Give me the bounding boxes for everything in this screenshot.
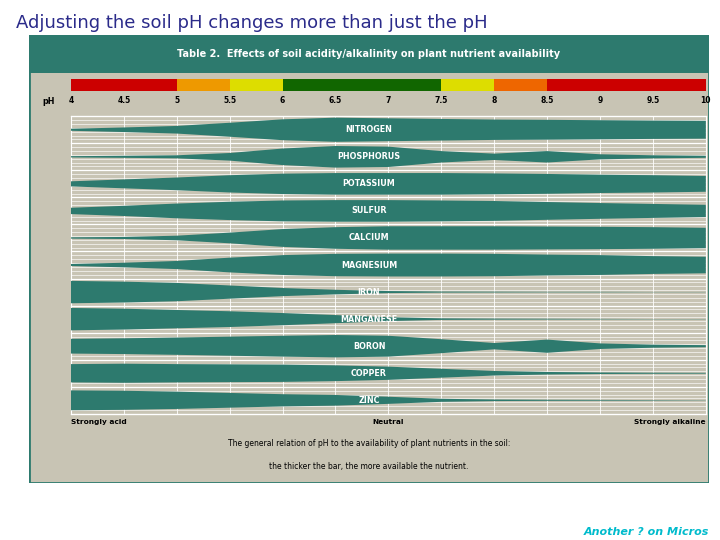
Text: ZINC: ZINC (359, 396, 379, 405)
Text: NITROGEN: NITROGEN (346, 125, 392, 134)
Polygon shape (71, 281, 706, 303)
Text: 5: 5 (174, 96, 179, 105)
Bar (71, 279, 706, 306)
Bar (71, 360, 706, 387)
Text: 8: 8 (492, 96, 497, 105)
Text: Neutral: Neutral (373, 419, 404, 425)
Text: MAGNESIUM: MAGNESIUM (341, 260, 397, 269)
Text: 10: 10 (701, 96, 711, 105)
Text: 4: 4 (68, 96, 73, 105)
Text: Strongly acid: Strongly acid (71, 419, 127, 425)
Text: PHOSPHORUS: PHOSPHORUS (338, 152, 400, 161)
Bar (71, 79, 124, 91)
Text: Strongly alkaline: Strongly alkaline (634, 419, 706, 425)
Bar (29, 35, 709, 73)
Text: 6: 6 (280, 96, 285, 105)
Bar (124, 79, 177, 91)
Polygon shape (71, 335, 706, 357)
Text: CALCIUM: CALCIUM (348, 233, 390, 242)
Text: 4.5: 4.5 (117, 96, 130, 105)
Bar (71, 252, 706, 279)
Bar (441, 79, 494, 91)
Polygon shape (71, 146, 706, 167)
Text: the thicker the bar, the more available the nutrient.: the thicker the bar, the more available … (269, 462, 469, 471)
Polygon shape (71, 254, 706, 276)
Text: Table 2.  Effects of soil acidity/alkalinity on plant nutrient availability: Table 2. Effects of soil acidity/alkalin… (177, 49, 561, 59)
Bar (71, 306, 706, 333)
Text: 7.5: 7.5 (435, 96, 448, 105)
Bar (71, 143, 706, 170)
Bar (230, 79, 282, 91)
Polygon shape (71, 118, 706, 142)
Polygon shape (71, 364, 706, 383)
Bar (282, 79, 441, 91)
Text: 9: 9 (598, 96, 603, 105)
Text: The general relation of pH to the availability of plant nutrients in the soil:: The general relation of pH to the availa… (228, 440, 510, 448)
Text: Another ? on Micros: Another ? on Micros (584, 527, 709, 537)
Bar (494, 79, 547, 91)
Text: 7: 7 (386, 96, 391, 105)
Bar (71, 116, 706, 143)
Polygon shape (71, 390, 706, 410)
Text: 9.5: 9.5 (647, 96, 660, 105)
Text: 6.5: 6.5 (329, 96, 342, 105)
Bar (177, 79, 230, 91)
Text: pH: pH (42, 97, 55, 106)
Polygon shape (71, 173, 706, 195)
Text: COPPER: COPPER (351, 369, 387, 378)
Text: POTASSIUM: POTASSIUM (343, 179, 395, 188)
Text: SULFUR: SULFUR (351, 206, 387, 215)
Polygon shape (71, 226, 706, 249)
Text: Adjusting the soil pH changes more than just the pH: Adjusting the soil pH changes more than … (16, 14, 487, 31)
Text: BORON: BORON (353, 342, 385, 350)
Bar (71, 225, 706, 252)
Bar (71, 333, 706, 360)
Polygon shape (71, 308, 706, 330)
Text: 8.5: 8.5 (541, 96, 554, 105)
Bar (71, 387, 706, 414)
Text: 5.5: 5.5 (223, 96, 236, 105)
Bar (71, 170, 706, 198)
Polygon shape (71, 200, 706, 222)
Text: MANGANESE: MANGANESE (341, 315, 397, 323)
Bar (547, 79, 706, 91)
Bar (71, 198, 706, 225)
Text: IRON: IRON (358, 288, 380, 296)
